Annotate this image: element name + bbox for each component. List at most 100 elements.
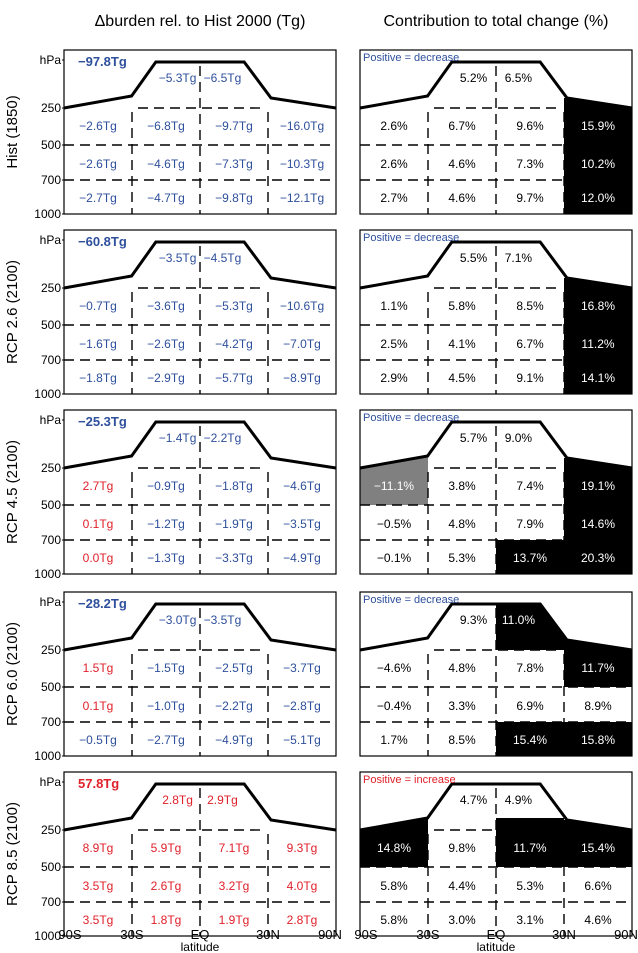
contribution-value: 11.7% bbox=[513, 841, 546, 855]
cell-fill bbox=[564, 505, 632, 540]
contribution-value: 19.1% bbox=[581, 479, 615, 493]
x-tick-label: 90S bbox=[58, 927, 81, 942]
burden-value: −2.6Tg bbox=[79, 119, 117, 133]
burden-value: 3.5Tg bbox=[83, 879, 114, 893]
cell-fill bbox=[564, 278, 632, 325]
pressure-label: 250 bbox=[41, 281, 61, 295]
pressure-label: 250 bbox=[41, 461, 61, 475]
contribution-value: 3.3% bbox=[448, 699, 476, 713]
pressure-label: 700 bbox=[41, 173, 61, 187]
x-tick-label: 30N bbox=[256, 927, 280, 942]
burden-value: −1.8Tg bbox=[79, 371, 117, 385]
burden-value: −16.0Tg bbox=[280, 119, 324, 133]
burden-value: 3.5Tg bbox=[83, 913, 114, 927]
contribution-value: 6.6% bbox=[584, 879, 612, 893]
sign-note: Positive = increase bbox=[363, 774, 456, 786]
contribution-value: 1.7% bbox=[380, 733, 408, 747]
burden-value: −4.6Tg bbox=[147, 157, 185, 171]
burden-value: −1.9Tg bbox=[215, 517, 253, 531]
pressure-label: hPa bbox=[40, 775, 62, 789]
total-burden-label: −25.3Tg bbox=[78, 414, 127, 429]
burden-value: −1.5Tg bbox=[147, 661, 185, 675]
contribution-value: 9.8% bbox=[448, 841, 476, 855]
scenario-label: RCP 4.5 (2100) bbox=[4, 440, 21, 544]
burden-value: −6.8Tg bbox=[147, 119, 185, 133]
burden-value: −2.6Tg bbox=[147, 337, 185, 351]
burden-value: −2.7Tg bbox=[147, 733, 185, 747]
burden-value: −10.3Tg bbox=[280, 157, 324, 171]
burden-value: 2.7Tg bbox=[83, 479, 114, 493]
burden-value: −5.3Tg bbox=[159, 71, 197, 85]
contribution-value: 14.8% bbox=[377, 841, 411, 855]
burden-panel: −97.8Tg −5.3Tg −6.5Tg −2.6Tg −6.8Tg −9.7Tg −16… bbox=[63, 49, 337, 215]
sign-note: Positive = decrease bbox=[363, 52, 459, 64]
burden-value: −1.8Tg bbox=[215, 479, 253, 493]
pressure-label: hPa bbox=[40, 233, 62, 247]
burden-value: −2.2Tg bbox=[204, 431, 242, 445]
contribution-value: 6.7% bbox=[448, 119, 476, 133]
x-tick-label: 30S bbox=[416, 927, 439, 942]
contribution-value: 10.2% bbox=[581, 157, 615, 171]
contribution-value: 7.3% bbox=[516, 157, 544, 171]
burden-value: −1.2Tg bbox=[147, 517, 185, 531]
contribution-value: 5.3% bbox=[448, 551, 476, 565]
x-tick-label: 30S bbox=[120, 927, 143, 942]
contribution-value: 1.1% bbox=[380, 299, 408, 313]
contribution-value: −0.5% bbox=[377, 517, 412, 531]
contribution-value: 4.6% bbox=[584, 913, 612, 927]
cell-fill bbox=[360, 456, 428, 505]
contribution-value: 3.1% bbox=[516, 913, 544, 927]
contribution-value: 13.7% bbox=[513, 551, 547, 565]
burden-value: 1.5Tg bbox=[83, 661, 114, 675]
contribution-value: 7.9% bbox=[516, 517, 544, 531]
contribution-value: 6.5% bbox=[505, 71, 533, 85]
contribution-value: 2.6% bbox=[380, 157, 408, 171]
contribution-value: 16.8% bbox=[581, 299, 615, 313]
cell-fill bbox=[496, 722, 564, 756]
pressure-label: 700 bbox=[41, 533, 61, 547]
x-tick-label: 90S bbox=[354, 927, 377, 942]
contribution-value: 4.6% bbox=[448, 157, 476, 171]
burden-value: −3.5Tg bbox=[159, 251, 197, 265]
burden-value: −0.9Tg bbox=[147, 479, 185, 493]
burden-value: −3.5Tg bbox=[204, 613, 242, 627]
burden-value: −4.9Tg bbox=[215, 733, 253, 747]
burden-value: −5.7Tg bbox=[215, 371, 253, 385]
pressure-label: 1000 bbox=[34, 929, 61, 943]
burden-value: 9.3Tg bbox=[287, 841, 318, 855]
burden-value: 0.1Tg bbox=[83, 699, 114, 713]
burden-value: −1.3Tg bbox=[147, 551, 185, 565]
burden-value: 2.8Tg bbox=[287, 913, 318, 927]
burden-value: −7.3Tg bbox=[215, 157, 253, 171]
contribution-value: 12.0% bbox=[581, 191, 615, 205]
contribution-value: 3.8% bbox=[448, 479, 476, 493]
x-tick-label: 90N bbox=[614, 927, 638, 942]
pressure-label: 700 bbox=[41, 353, 61, 367]
pressure-label: 1000 bbox=[34, 567, 61, 581]
burden-value: 1.8Tg bbox=[151, 913, 182, 927]
pressure-label: 250 bbox=[41, 823, 61, 837]
contribution-value: −0.4% bbox=[377, 699, 412, 713]
burden-value: −0.5Tg bbox=[79, 733, 117, 747]
cell-fill bbox=[564, 540, 632, 574]
scenario-label: RCP 8.5 (2100) bbox=[4, 802, 21, 906]
burden-panel: −28.2Tg −3.0Tg −3.5Tg 1.5Tg −1.5Tg −2.5Tg −3.7… bbox=[63, 591, 337, 757]
burden-value: −4.2Tg bbox=[215, 337, 253, 351]
burden-value: −2.2Tg bbox=[215, 699, 253, 713]
tropopause-line bbox=[359, 782, 633, 832]
burden-value: −4.6Tg bbox=[283, 479, 321, 493]
burden-value: 1.9Tg bbox=[219, 913, 250, 927]
pressure-label: 500 bbox=[41, 138, 61, 152]
burden-value: −1.0Tg bbox=[147, 699, 185, 713]
tropopause-line bbox=[359, 240, 633, 290]
contribution-value: 14.6% bbox=[581, 517, 615, 531]
burden-value: 3.2Tg bbox=[219, 879, 250, 893]
pressure-label: hPa bbox=[40, 53, 62, 67]
burden-value: −4.5Tg bbox=[204, 251, 242, 265]
x-tick-label: 90N bbox=[318, 927, 342, 942]
tropopause-line bbox=[63, 602, 337, 652]
contribution-value: 9.0% bbox=[505, 431, 533, 445]
